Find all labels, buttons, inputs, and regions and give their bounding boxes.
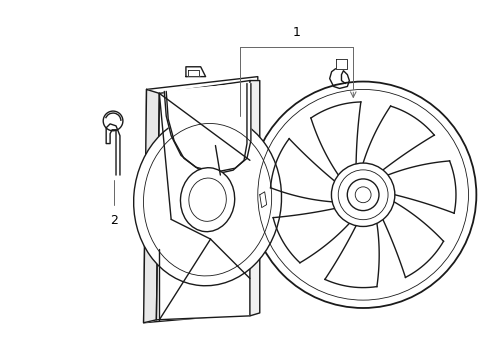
Ellipse shape — [180, 168, 234, 231]
Polygon shape — [143, 77, 257, 323]
Polygon shape — [164, 84, 250, 172]
Polygon shape — [259, 192, 266, 208]
Polygon shape — [143, 89, 159, 323]
Polygon shape — [249, 81, 259, 316]
Polygon shape — [185, 67, 205, 77]
Text: 1: 1 — [292, 26, 300, 39]
Circle shape — [331, 163, 394, 226]
Polygon shape — [187, 70, 198, 76]
Polygon shape — [156, 81, 249, 320]
Polygon shape — [335, 59, 346, 69]
Circle shape — [249, 82, 475, 308]
Polygon shape — [166, 84, 246, 174]
Text: 2: 2 — [110, 215, 118, 228]
Ellipse shape — [133, 114, 281, 286]
Circle shape — [346, 179, 378, 211]
